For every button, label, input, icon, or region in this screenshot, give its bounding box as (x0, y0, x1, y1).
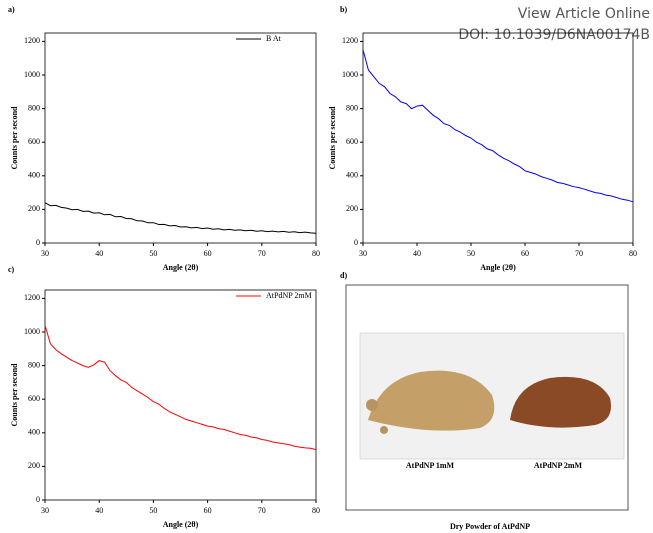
panel-label: a) (8, 5, 15, 14)
plot-frame (44, 289, 317, 501)
powder-2mm (510, 376, 611, 428)
plot-frame (362, 32, 634, 244)
data-line (44, 325, 317, 451)
powder-crumb (380, 426, 388, 434)
x-axis-label: Angle (2θ) (163, 520, 199, 529)
panel-label: c) (8, 265, 15, 274)
sample-label: AtPdNP 2mM (534, 461, 583, 470)
data-line (44, 202, 317, 234)
y-axis-label: Counts per second (328, 106, 337, 170)
y-tick-label: 0 (36, 238, 40, 247)
y-tick-label: 200 (28, 204, 40, 213)
x-tick-label: 40 (95, 249, 103, 258)
y-tick-label: 1200 (24, 36, 40, 45)
x-tick-label: 50 (149, 249, 157, 258)
y-tick-label: 1200 (342, 36, 358, 45)
x-tick-label: 70 (258, 249, 266, 258)
y-axis-label: Counts per second (10, 363, 19, 427)
y-tick-label: 200 (28, 461, 40, 470)
x-tick-label: 80 (629, 249, 637, 258)
plot-frame (44, 32, 317, 244)
y-tick-label: 800 (28, 103, 40, 112)
header-line1: View Article Online (518, 6, 650, 22)
powder-1mm (368, 370, 495, 431)
panel-label: b) (340, 5, 347, 14)
x-tick-label: 60 (521, 249, 529, 258)
y-tick-label: 800 (346, 103, 358, 112)
y-tick-label: 200 (346, 204, 358, 213)
x-tick-label: 50 (467, 249, 475, 258)
y-axis-label: Counts per second (10, 106, 19, 170)
y-tick-label: 400 (28, 171, 40, 180)
y-tick-label: 600 (28, 394, 40, 403)
powder-crumb (366, 399, 378, 411)
x-tick-label: 80 (312, 506, 320, 515)
sample-label: AtPdNP 1mM (406, 461, 455, 470)
x-tick-label: 70 (575, 249, 583, 258)
x-tick-label: 40 (95, 506, 103, 515)
header-line2: DOI: 10.1039/D6NA00174B (458, 27, 650, 43)
x-tick-label: 30 (41, 249, 49, 258)
x-tick-label: 50 (149, 506, 157, 515)
x-tick-label: 60 (204, 249, 212, 258)
x-tick-label: 80 (312, 249, 320, 258)
x-tick-label: 70 (258, 506, 266, 515)
y-tick-label: 0 (36, 495, 40, 504)
x-axis-label: Angle (2θ) (480, 263, 516, 272)
y-tick-label: 800 (28, 360, 40, 369)
legend-label: B At (266, 34, 282, 43)
y-tick-label: 1000 (24, 327, 40, 336)
y-tick-label: 1200 (24, 293, 40, 302)
photo-panel: d) AtPdNP 1mM AtPdNP 2mM Dry Powder of A… (340, 271, 629, 531)
y-tick-label: 0 (354, 238, 358, 247)
y-tick-label: 1000 (342, 70, 358, 79)
y-tick-label: 600 (28, 137, 40, 146)
legend-label: AtPdNP 2mM (266, 291, 312, 300)
y-tick-label: 1000 (24, 70, 40, 79)
x-axis-label: Angle (2θ) (163, 263, 199, 272)
caption: Dry Powder of AtPdNP (450, 522, 530, 531)
x-tick-label: 60 (204, 506, 212, 515)
data-line (362, 49, 634, 203)
panel-label: d) (340, 271, 347, 280)
y-tick-label: 600 (346, 137, 358, 146)
x-tick-label: 30 (359, 249, 367, 258)
y-tick-label: 400 (28, 428, 40, 437)
photo-frame (345, 284, 629, 511)
x-tick-label: 40 (413, 249, 421, 258)
x-tick-label: 30 (41, 506, 49, 515)
y-tick-label: 400 (346, 171, 358, 180)
